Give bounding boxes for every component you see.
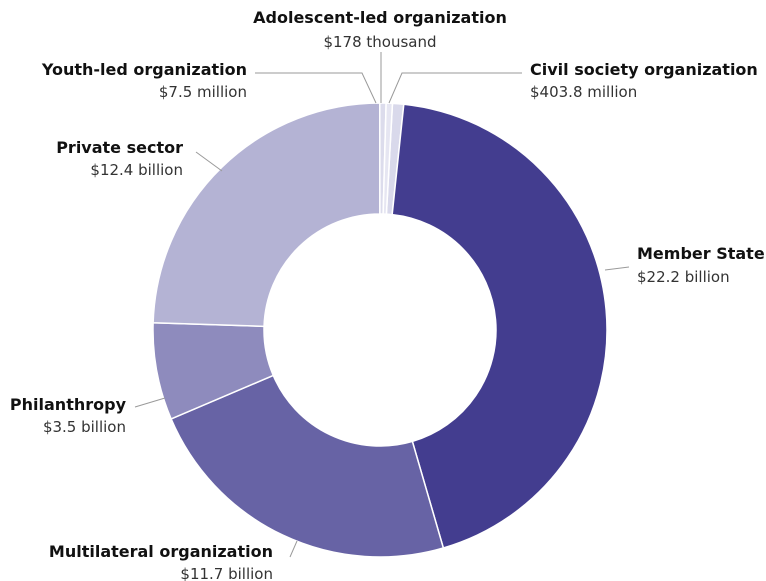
slice-member: [391, 103, 608, 549]
leader-line-civil: [388, 72, 522, 104]
slice-private: [152, 102, 381, 328]
label-name-private: Private sector: [56, 138, 183, 157]
label-name-adol: Adolescent-led organization: [253, 8, 507, 27]
leader-line-youth: [255, 72, 377, 104]
label-value-multi: $11.7 billion: [180, 565, 273, 581]
slice-adol: [382, 102, 394, 215]
label-value-phil: $3.5 billion: [43, 418, 126, 436]
label-name-member: Member State: [637, 244, 765, 263]
label-name-multi: Multilateral organization: [49, 542, 273, 561]
label-name-civil: Civil society organization: [530, 60, 758, 79]
label-name-youth: Youth-led organization: [41, 60, 247, 79]
leader-line-member: [604, 266, 630, 271]
label-value-member: $22.2 billion: [637, 268, 730, 286]
leader-line-private: [195, 151, 223, 172]
label-value-adol: $178 thousand: [323, 33, 436, 51]
leader-line-phil: [134, 397, 166, 408]
label-value-youth: $7.5 million: [159, 83, 247, 101]
leader-line-multi: [289, 540, 298, 558]
leader-lines: [134, 52, 630, 558]
label-name-phil: Philanthropy: [10, 395, 127, 414]
slice-multi: [170, 374, 445, 558]
label-value-civil: $403.8 million: [530, 83, 637, 101]
chart-slices: [152, 102, 608, 558]
label-value-private: $12.4 billion: [90, 161, 183, 179]
